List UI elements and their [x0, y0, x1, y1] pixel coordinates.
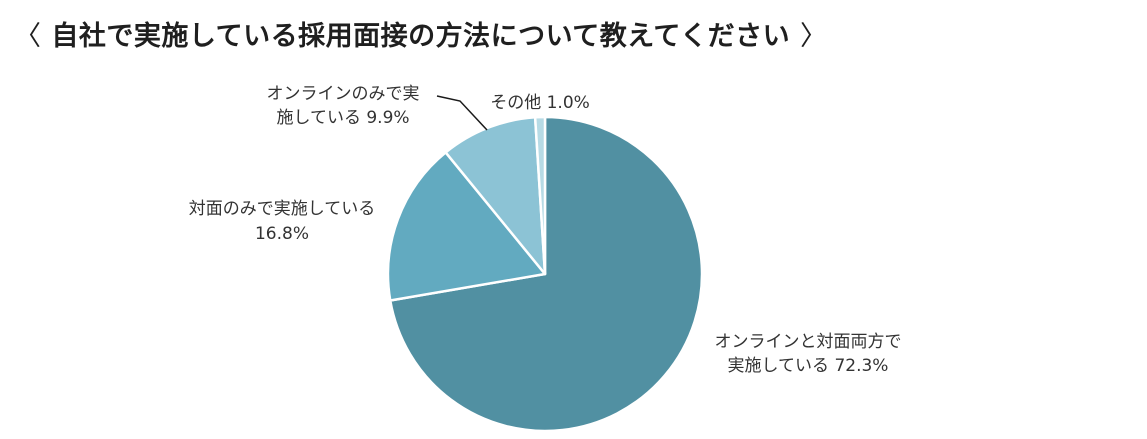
- title-text: 自社で実施している採用面接の方法について教えてください: [51, 21, 791, 52]
- pie-slice-face-only: [386, 151, 547, 302]
- label-both: オンラインと対面両方で実施している 72.3%: [715, 332, 902, 376]
- label-face-only-line-2: 16.8%: [255, 224, 309, 244]
- pie-slice-other: [533, 115, 547, 276]
- chart-title: 〈 自社で実施している採用面接の方法について教えてください 〉: [14, 14, 828, 53]
- label-online-only-line-2: 施している 9.9%: [276, 108, 409, 128]
- label-online-only-line-1: オンラインのみで実: [267, 84, 420, 104]
- label-both-line-1: オンラインと対面両方で: [715, 332, 902, 352]
- pie-slice-online-only: [444, 116, 547, 276]
- pie-slices: [386, 115, 704, 433]
- leader-lines: [436, 95, 488, 131]
- label-face-only: 対面のみで実施している 16.8%: [189, 199, 376, 244]
- label-face-only-line-1: 対面のみで実施している: [189, 199, 376, 219]
- title-close-bracket: 〉: [800, 21, 828, 52]
- label-other: その他 1.0%: [490, 93, 590, 113]
- label-both-line-2: 実施している 72.3%: [728, 356, 889, 376]
- title-open-bracket: 〈: [14, 21, 42, 52]
- slice-labels: オンラインと対面両方で実施している 72.3% 対面のみで実施している 16.8% オ…: [189, 84, 902, 376]
- leader-line-online-only: [436, 95, 488, 131]
- label-other-line-1: その他 1.0%: [490, 93, 590, 113]
- label-online-only: オンラインのみで実施している 9.9%: [267, 84, 420, 128]
